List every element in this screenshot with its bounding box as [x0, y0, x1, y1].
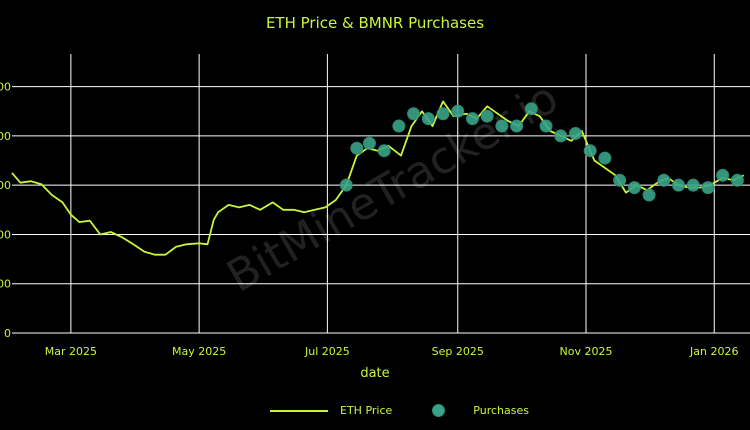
x-tick-label: Nov 2025 — [560, 345, 613, 358]
purchase-marker — [613, 173, 627, 187]
purchase-marker — [392, 119, 406, 133]
y-tick-label: 000 — [0, 179, 11, 192]
purchase-marker — [554, 129, 568, 143]
purchase-marker — [672, 178, 686, 192]
x-tick-label: Sep 2025 — [432, 345, 484, 358]
y-tick-label: 000 — [0, 81, 11, 94]
purchase-marker — [407, 107, 421, 121]
purchase-marker — [716, 168, 730, 182]
purchase-marker — [362, 136, 376, 150]
purchase-marker — [730, 173, 744, 187]
chart-title: ETH Price & BMNR Purchases — [265, 14, 485, 32]
legend-line-swatch — [270, 409, 328, 412]
y-tick-label: 000 — [0, 228, 11, 241]
purchases-series — [339, 102, 744, 202]
y-tick-label: 0 — [4, 327, 11, 340]
y-tick-label: 000 — [0, 278, 11, 291]
x-axis-label: date — [360, 366, 390, 381]
watermark-text: BitMineTracker.io — [219, 72, 567, 302]
purchase-marker — [339, 178, 353, 192]
legend-item-purchases[interactable]: Purchases — [432, 404, 529, 417]
legend-dot-swatch — [432, 404, 446, 417]
purchase-marker — [495, 119, 509, 133]
x-tick-label: May 2025 — [172, 345, 226, 358]
purchase-marker — [642, 188, 656, 202]
purchase-marker — [436, 107, 450, 121]
chart-legend: ETH Price Purchases — [270, 404, 569, 417]
purchase-marker — [701, 181, 715, 195]
x-tick-label: Jan 2026 — [689, 345, 738, 358]
purchase-marker — [510, 119, 524, 133]
purchase-marker — [686, 178, 700, 192]
y-tick-label: 000 — [0, 130, 11, 143]
purchase-marker — [657, 173, 671, 187]
x-tick-label: Jul 2025 — [304, 345, 350, 358]
purchase-marker — [627, 181, 641, 195]
purchase-marker — [524, 102, 538, 116]
purchase-marker — [583, 144, 597, 158]
legend-label-purchases: Purchases — [473, 404, 529, 417]
legend-label-eth-price: ETH Price — [340, 404, 393, 417]
purchase-marker — [598, 151, 612, 165]
purchase-marker — [377, 144, 391, 158]
purchase-marker — [568, 126, 582, 140]
x-tick-label: Mar 2025 — [45, 345, 97, 358]
purchase-marker — [539, 119, 553, 133]
grid-lines — [12, 54, 750, 334]
purchase-marker — [421, 112, 435, 126]
legend-item-eth-price[interactable]: ETH Price — [270, 404, 392, 417]
purchase-marker — [465, 112, 479, 126]
purchase-marker — [350, 141, 364, 155]
purchase-marker — [480, 109, 494, 123]
purchase-marker — [451, 104, 465, 118]
